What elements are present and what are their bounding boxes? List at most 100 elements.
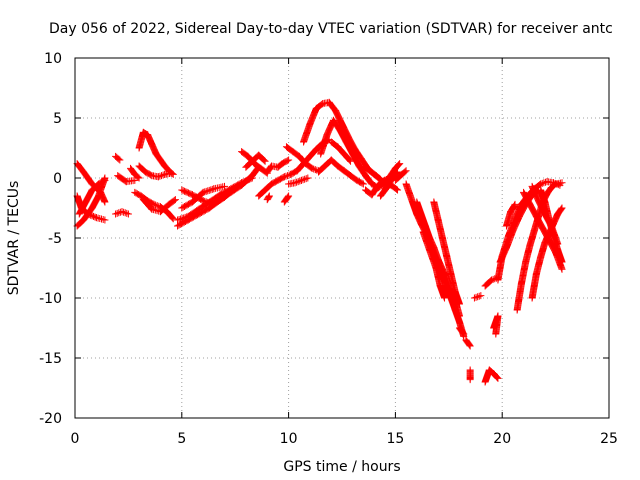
data-point: [401, 168, 409, 176]
data-point: [282, 172, 290, 180]
y-tick-label: -20: [39, 411, 62, 427]
data-point: [301, 175, 309, 183]
data-points: [73, 98, 566, 386]
data-point: [394, 186, 402, 194]
data-point: [115, 155, 123, 163]
data-point: [466, 342, 474, 350]
y-tick-label: 0: [53, 171, 62, 187]
data-point: [231, 184, 239, 192]
data-point: [265, 193, 273, 201]
data-point: [178, 214, 186, 222]
data-point: [557, 205, 565, 213]
data-point: [208, 185, 216, 193]
data-point: [158, 172, 166, 180]
data-point: [120, 208, 128, 216]
data-point: [156, 172, 164, 180]
data-point: [346, 156, 354, 164]
data-point: [470, 294, 478, 302]
data-point: [459, 329, 467, 337]
data-point: [147, 171, 155, 179]
x-tick-label: 5: [177, 431, 186, 447]
data-point: [177, 215, 185, 223]
data-point: [199, 188, 207, 196]
data-point: [291, 179, 299, 187]
data-point: [558, 265, 566, 273]
data-point: [248, 174, 256, 182]
data-point: [101, 176, 109, 184]
data-point: [101, 198, 109, 206]
data-point: [310, 165, 318, 173]
data-point: [204, 198, 212, 206]
data-point: [180, 214, 188, 222]
data-point: [171, 196, 179, 204]
data-point: [392, 185, 400, 193]
data-point: [285, 171, 293, 179]
y-tick-label: 5: [53, 111, 62, 127]
data-point: [284, 172, 292, 180]
data-point: [170, 196, 178, 204]
data-point: [159, 171, 167, 179]
data-point: [201, 197, 209, 205]
data-point: [135, 174, 143, 182]
data-point: [293, 178, 301, 186]
grid-lines: [75, 58, 609, 418]
data-point: [198, 196, 206, 204]
data-point: [205, 186, 213, 194]
data-point: [395, 161, 403, 169]
data-point: [167, 169, 175, 177]
data-point: [154, 173, 162, 181]
data-point: [488, 276, 496, 284]
data-point: [264, 194, 272, 202]
data-point: [174, 216, 182, 224]
data-point: [475, 292, 483, 300]
data-point: [402, 167, 410, 175]
x-tick-label: 0: [71, 431, 80, 447]
data-point: [474, 293, 482, 301]
data-point: [492, 330, 500, 338]
y-axis-label: SDTVAR / TECUs: [6, 181, 22, 296]
data-point: [537, 180, 545, 188]
x-tick-label: 15: [386, 431, 404, 447]
data-point: [112, 210, 120, 218]
tick-labels: 0 5 10 15 20 25 -20 -15 -10 -5 0 5 10: [39, 51, 618, 447]
data-point: [123, 209, 131, 217]
data-point: [302, 175, 310, 183]
y-tick-label: -15: [39, 351, 62, 367]
data-point: [308, 164, 316, 172]
data-point: [345, 155, 353, 163]
data-point: [90, 212, 98, 220]
data-point: [441, 294, 449, 302]
data-point: [134, 173, 142, 181]
data-point: [558, 204, 566, 212]
y-tick-label: -10: [39, 291, 62, 307]
data-point: [100, 177, 108, 185]
data-point: [168, 214, 176, 222]
data-point: [247, 175, 255, 183]
data-point: [202, 198, 210, 206]
data-point: [296, 177, 304, 185]
data-point: [118, 208, 126, 216]
data-point: [558, 179, 566, 187]
chart-title: Day 056 of 2022, Sidereal Day-to-day VTE…: [49, 21, 613, 37]
data-point: [204, 187, 212, 195]
y-tick-label: 10: [44, 51, 62, 67]
data-point: [116, 156, 124, 164]
data-point: [359, 180, 367, 188]
data-point: [540, 179, 548, 187]
data-point: [261, 157, 269, 165]
data-point: [115, 209, 123, 217]
data-point: [113, 209, 121, 217]
data-point: [284, 193, 292, 201]
x-tick-label: 10: [280, 431, 298, 447]
data-point: [259, 155, 267, 163]
data-point: [511, 200, 519, 208]
data-point: [199, 197, 207, 205]
data-point: [465, 341, 473, 349]
data-point: [394, 168, 402, 176]
data-point: [285, 192, 293, 200]
data-point: [124, 210, 132, 218]
data-point: [202, 187, 210, 195]
data-point: [299, 176, 307, 184]
data-point: [201, 188, 209, 196]
